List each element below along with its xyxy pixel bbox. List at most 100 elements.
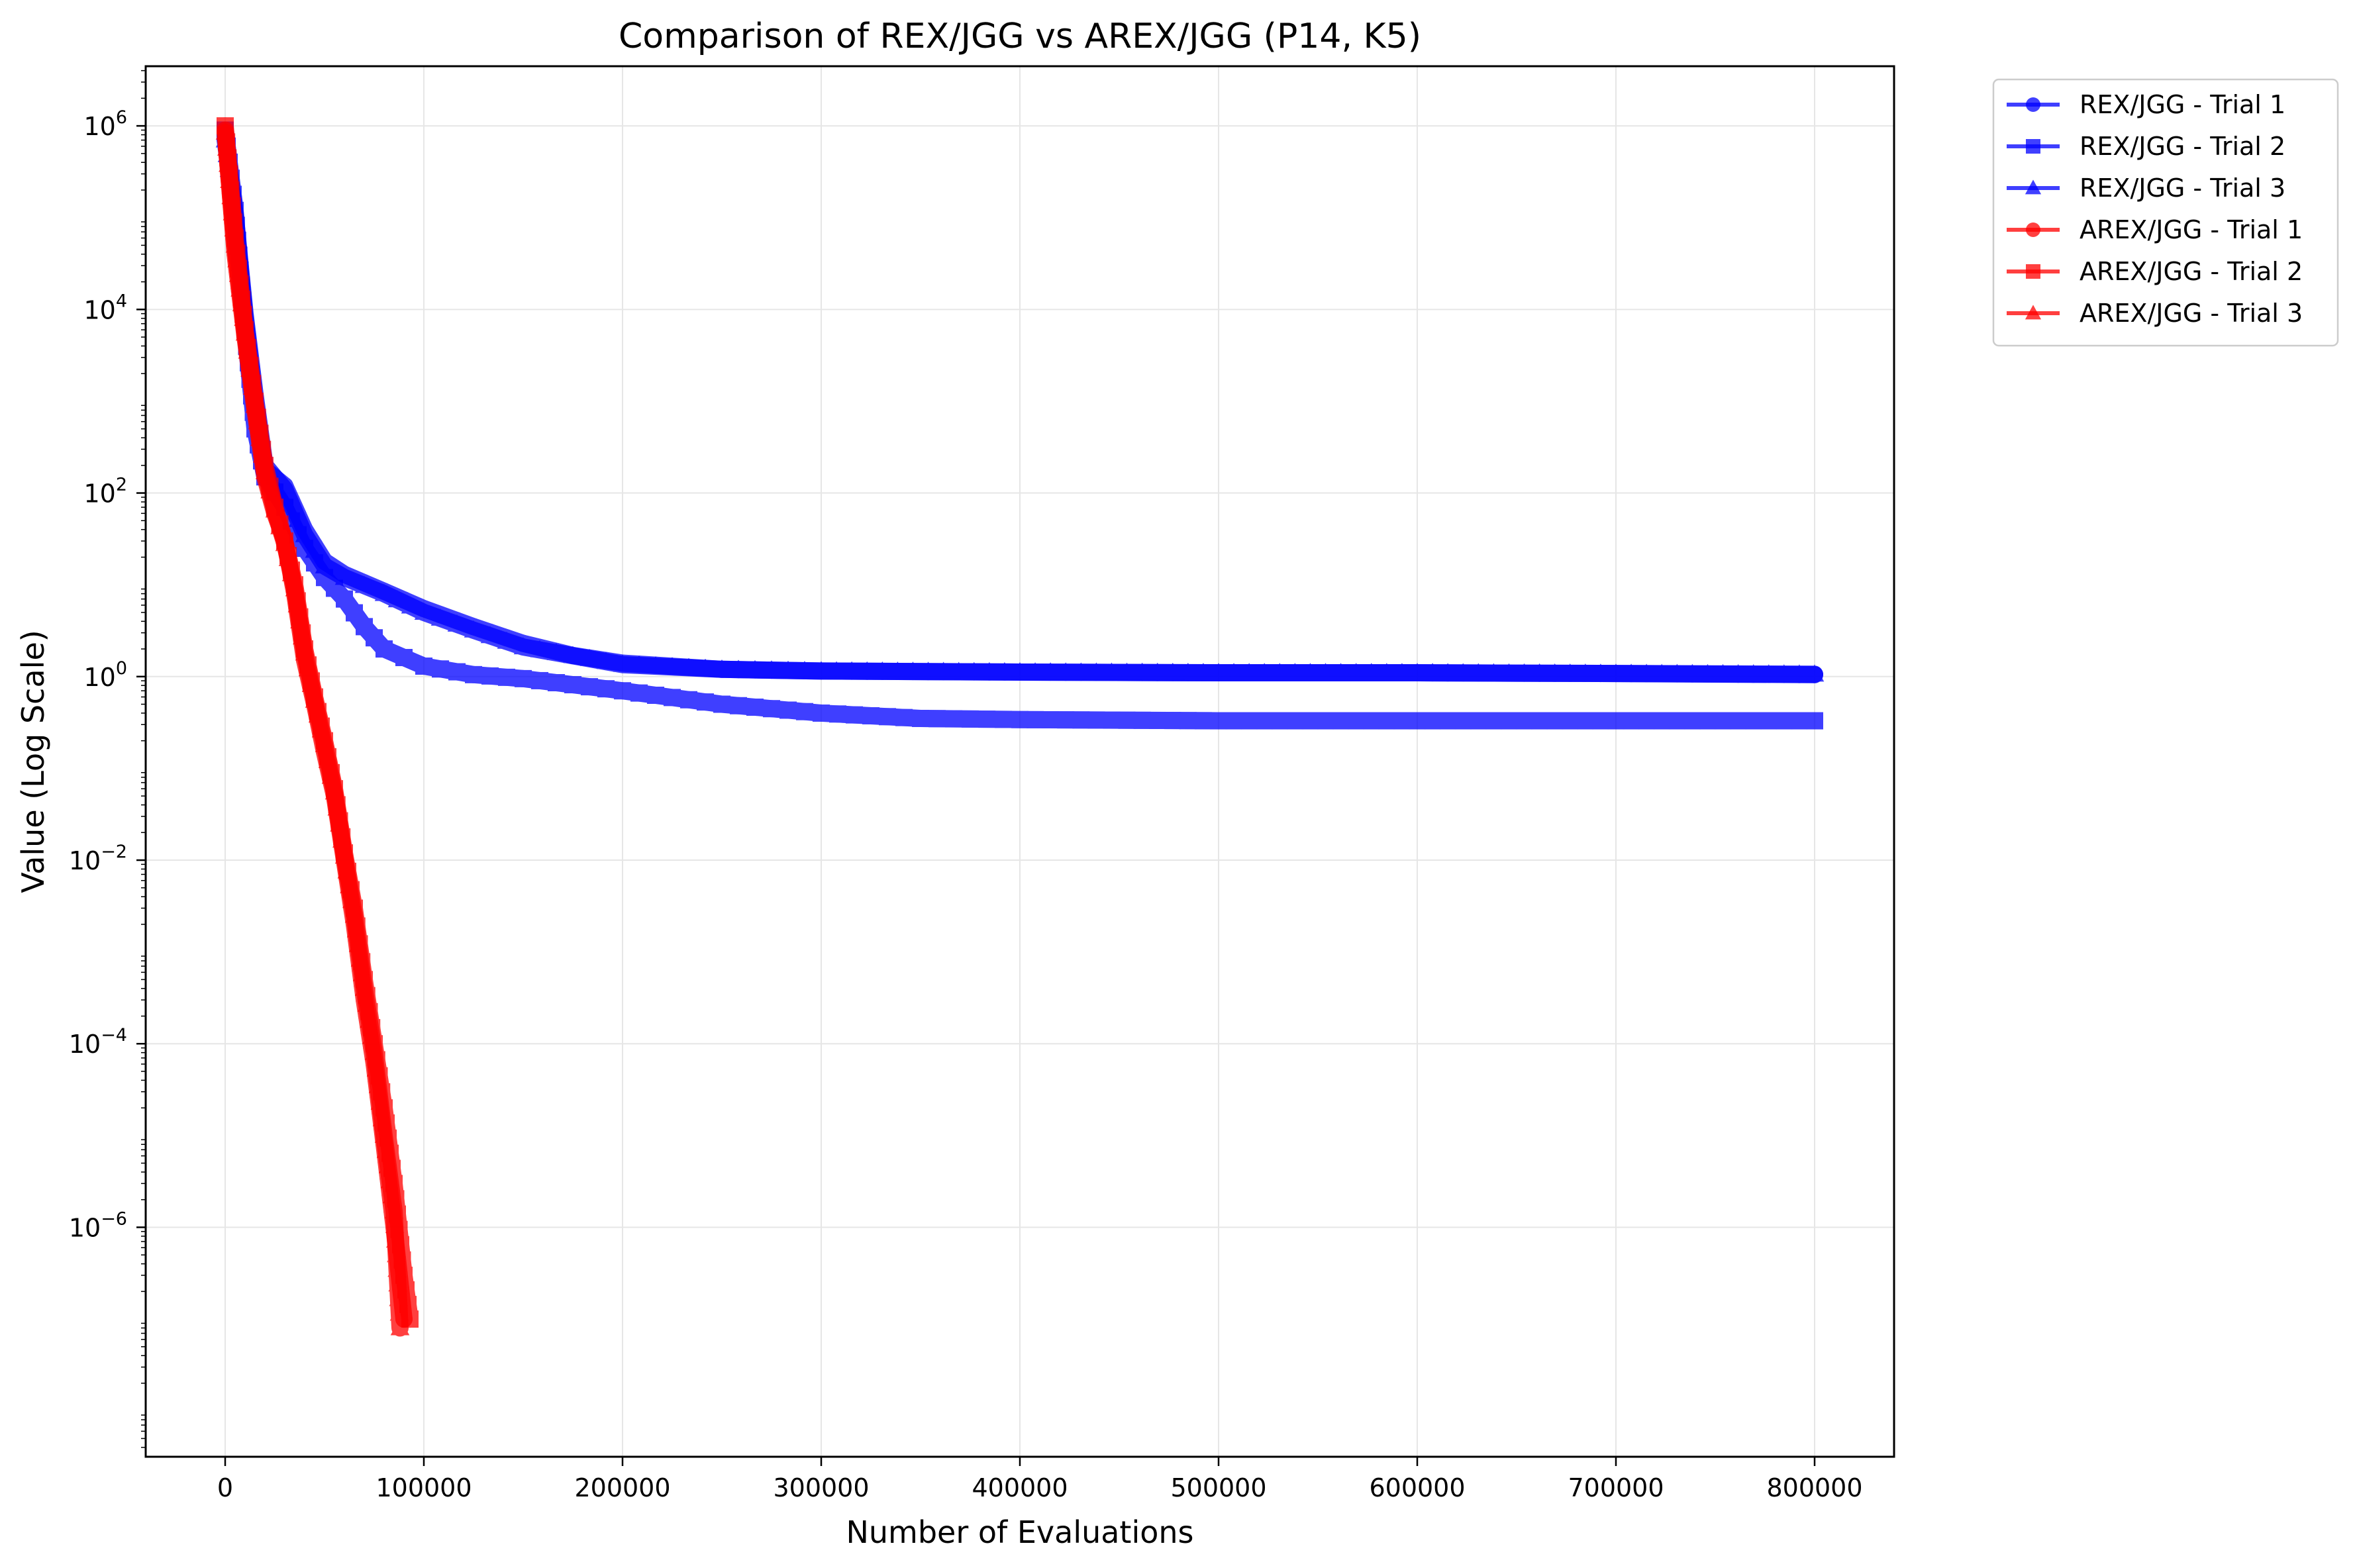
data-point [1317, 712, 1334, 730]
data-point [1011, 710, 1028, 728]
data-point [515, 669, 532, 687]
data-point [614, 682, 631, 700]
data-point [581, 678, 598, 696]
data-point [1576, 712, 1594, 730]
y-tick-label: 10−4 [69, 1025, 127, 1059]
data-point [796, 703, 813, 720]
data-point [362, 1026, 381, 1044]
legend-marker-icon [2025, 179, 2042, 195]
data-point [414, 602, 434, 620]
data-point [372, 1108, 392, 1126]
data-point [430, 608, 450, 626]
data-point [778, 660, 798, 678]
data-point [1561, 712, 1579, 730]
data-point [1744, 712, 1762, 730]
data-point [1286, 712, 1304, 730]
data-point [978, 710, 995, 728]
data-point [730, 697, 747, 714]
data-point [1545, 663, 1564, 681]
data-point [298, 659, 318, 677]
data-point [1194, 712, 1212, 730]
data-point [337, 861, 357, 879]
data-point [354, 978, 374, 996]
y-tick-label: 104 [83, 291, 127, 324]
data-point [662, 657, 682, 675]
y-tick-base: 10 [69, 846, 101, 875]
axis-ticks: 0 100000 200000 300000 400000 500000 600000 700… [69, 70, 1863, 1502]
data-point [401, 596, 421, 614]
data-point [1254, 663, 1274, 681]
y-tick-base: 10 [83, 295, 115, 324]
data-point [340, 875, 359, 893]
data-point [285, 579, 305, 597]
data-point [1239, 663, 1259, 681]
y-tick-exponent: 6 [116, 107, 127, 128]
data-point [1698, 663, 1717, 681]
data-point [1209, 663, 1229, 681]
data-point [1362, 712, 1380, 730]
data-point [480, 626, 500, 644]
x-tick-label: 500000 [1170, 1473, 1266, 1502]
data-point [934, 662, 953, 679]
data-point [995, 662, 1015, 679]
data-point [1225, 712, 1243, 730]
data-point [354, 575, 374, 593]
data-point [962, 710, 979, 728]
data-point [344, 905, 364, 923]
data-point [795, 660, 815, 678]
data-point [647, 687, 664, 705]
data-point [232, 294, 252, 312]
data-point [1087, 662, 1106, 680]
data-point [1103, 711, 1121, 729]
data-point [250, 428, 270, 446]
data-point [995, 710, 1012, 728]
data-point [481, 667, 499, 685]
data-point [829, 705, 846, 723]
data-point [1515, 712, 1533, 730]
y-tick-exponent: 4 [116, 291, 127, 311]
data-point [287, 595, 307, 612]
data-point [842, 661, 862, 679]
data-point [1407, 663, 1427, 681]
y-tick-exponent: −6 [101, 1208, 127, 1229]
data-point [346, 920, 366, 938]
data-point [531, 671, 548, 689]
x-tick-label: 100000 [376, 1473, 472, 1502]
data-point [389, 1303, 409, 1321]
data-point [680, 691, 697, 709]
data-point [1118, 711, 1136, 729]
data-point [1668, 663, 1687, 681]
data-point [242, 377, 262, 395]
data-point [281, 494, 301, 512]
data-point [1346, 663, 1366, 681]
data-point [385, 1230, 405, 1248]
data-point [813, 704, 830, 722]
data-point [325, 782, 344, 800]
data-point [1591, 712, 1609, 730]
data-point [1332, 712, 1350, 730]
data-point [1530, 663, 1549, 681]
y-tick-base: 10 [83, 479, 115, 509]
data-point [1133, 711, 1151, 729]
data-point [763, 700, 780, 718]
data-point [1500, 712, 1518, 730]
data-point [332, 830, 352, 848]
data-point [596, 652, 616, 669]
data-point [1729, 712, 1747, 730]
data-point [245, 395, 265, 413]
data-point [564, 676, 581, 694]
data-point [235, 323, 255, 341]
data-point [215, 122, 235, 140]
data-point [342, 891, 362, 908]
data-point [895, 709, 913, 726]
data-point [1729, 663, 1748, 681]
data-point [1530, 712, 1548, 730]
data-point [513, 637, 533, 655]
x-tick-label: 700000 [1568, 1473, 1664, 1502]
legend-marker-icon [2026, 222, 2040, 237]
data-point [465, 665, 482, 683]
series-group [215, 117, 1825, 1337]
data-point [964, 662, 984, 679]
data-point [240, 359, 260, 377]
data-point [448, 663, 466, 681]
